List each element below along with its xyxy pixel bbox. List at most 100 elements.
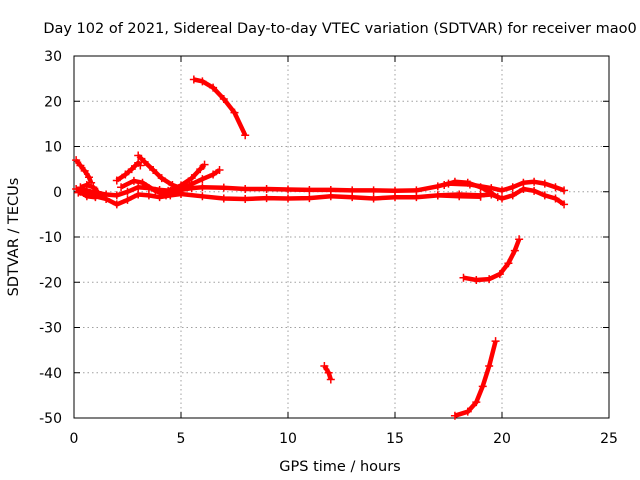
data-point bbox=[498, 186, 506, 195]
data-point bbox=[140, 157, 149, 166]
data-point bbox=[560, 186, 569, 195]
data-point bbox=[478, 382, 487, 391]
data-point bbox=[476, 192, 485, 201]
y-tick-label: 30 bbox=[44, 49, 62, 65]
chart-title: Day 102 of 2021, Sidereal Day-to-day VTE… bbox=[43, 21, 636, 37]
data-point bbox=[433, 182, 442, 191]
data-point bbox=[519, 185, 528, 194]
data-point bbox=[82, 192, 91, 201]
y-axis-label: SDTVAR / TECUs bbox=[6, 178, 22, 297]
data-point bbox=[476, 183, 485, 192]
data-point bbox=[123, 195, 132, 204]
data-point bbox=[209, 170, 218, 179]
data-point bbox=[305, 194, 314, 203]
data-point bbox=[530, 177, 539, 186]
data-point bbox=[185, 180, 194, 189]
data-point bbox=[551, 183, 560, 192]
grid bbox=[74, 56, 609, 418]
y-tick-label: 0 bbox=[53, 185, 62, 201]
x-tick-label: 10 bbox=[279, 431, 297, 447]
data-point bbox=[493, 193, 502, 202]
y-tick-label: -30 bbox=[39, 321, 62, 337]
data-point bbox=[491, 337, 500, 346]
data-point bbox=[348, 186, 357, 195]
data-point bbox=[149, 166, 158, 175]
data-point bbox=[540, 191, 549, 200]
data-point bbox=[219, 94, 228, 103]
data-point bbox=[412, 193, 421, 202]
series-high-arc bbox=[193, 77, 248, 137]
x-tick-label: 25 bbox=[600, 431, 618, 447]
data-point bbox=[485, 361, 494, 370]
series-negative-arc bbox=[463, 238, 522, 283]
data-point bbox=[134, 183, 143, 192]
data-point bbox=[326, 375, 335, 384]
data-point bbox=[472, 398, 481, 407]
data-point bbox=[112, 176, 121, 185]
data-point bbox=[198, 77, 207, 86]
y-tick-labels: -50 -40 -30 -20 -10 0 10 20 30 bbox=[39, 49, 62, 427]
x-tick-label: 5 bbox=[177, 431, 186, 447]
data-point bbox=[93, 187, 102, 196]
data-point bbox=[450, 411, 459, 420]
data-point bbox=[134, 151, 143, 160]
data-point bbox=[450, 177, 459, 186]
data-point bbox=[112, 200, 121, 209]
data-point bbox=[241, 194, 250, 203]
data-point bbox=[440, 180, 449, 189]
data-point bbox=[459, 273, 468, 282]
data-point bbox=[262, 185, 271, 194]
data-point bbox=[455, 192, 464, 201]
data-point bbox=[495, 270, 504, 279]
data-point bbox=[485, 275, 494, 284]
data-point bbox=[284, 194, 292, 203]
data-series bbox=[72, 75, 569, 420]
data-point bbox=[305, 185, 314, 194]
data-point bbox=[91, 193, 100, 202]
data-point bbox=[72, 156, 81, 165]
data-point bbox=[200, 160, 209, 169]
data-point bbox=[89, 183, 98, 192]
series-main-band-upper bbox=[75, 179, 565, 198]
data-point bbox=[508, 183, 517, 192]
data-point bbox=[504, 259, 513, 268]
data-point bbox=[82, 180, 91, 189]
data-point bbox=[157, 174, 166, 183]
series-bottom-arc bbox=[454, 340, 498, 418]
data-point bbox=[129, 176, 138, 185]
data-point bbox=[84, 173, 93, 182]
data-point bbox=[134, 190, 143, 199]
data-point bbox=[284, 185, 292, 194]
data-point bbox=[76, 161, 85, 170]
data-point bbox=[144, 191, 153, 200]
x-axis-label: GPS time / hours bbox=[279, 459, 400, 475]
data-point bbox=[138, 178, 147, 187]
data-point bbox=[463, 178, 472, 187]
data-point bbox=[76, 187, 85, 196]
data-point bbox=[320, 361, 329, 370]
data-point bbox=[369, 194, 378, 203]
data-point bbox=[391, 193, 399, 202]
data-point bbox=[508, 191, 517, 200]
data-point bbox=[196, 165, 205, 174]
x-tick-label: 0 bbox=[70, 431, 79, 447]
data-point bbox=[515, 235, 524, 244]
data-point bbox=[433, 191, 442, 200]
data-point bbox=[551, 194, 560, 203]
data-point bbox=[80, 166, 89, 175]
data-point bbox=[540, 179, 549, 188]
data-point bbox=[198, 175, 207, 184]
data-point bbox=[262, 194, 271, 203]
data-point bbox=[510, 246, 519, 255]
data-point bbox=[172, 186, 181, 195]
data-point bbox=[102, 194, 111, 203]
data-point bbox=[463, 407, 472, 416]
y-tick-label: 20 bbox=[44, 94, 62, 110]
data-point bbox=[127, 165, 136, 174]
data-point bbox=[498, 194, 506, 203]
data-point bbox=[219, 183, 228, 192]
data-point bbox=[241, 131, 250, 140]
data-point bbox=[241, 185, 250, 194]
data-point bbox=[189, 75, 198, 84]
